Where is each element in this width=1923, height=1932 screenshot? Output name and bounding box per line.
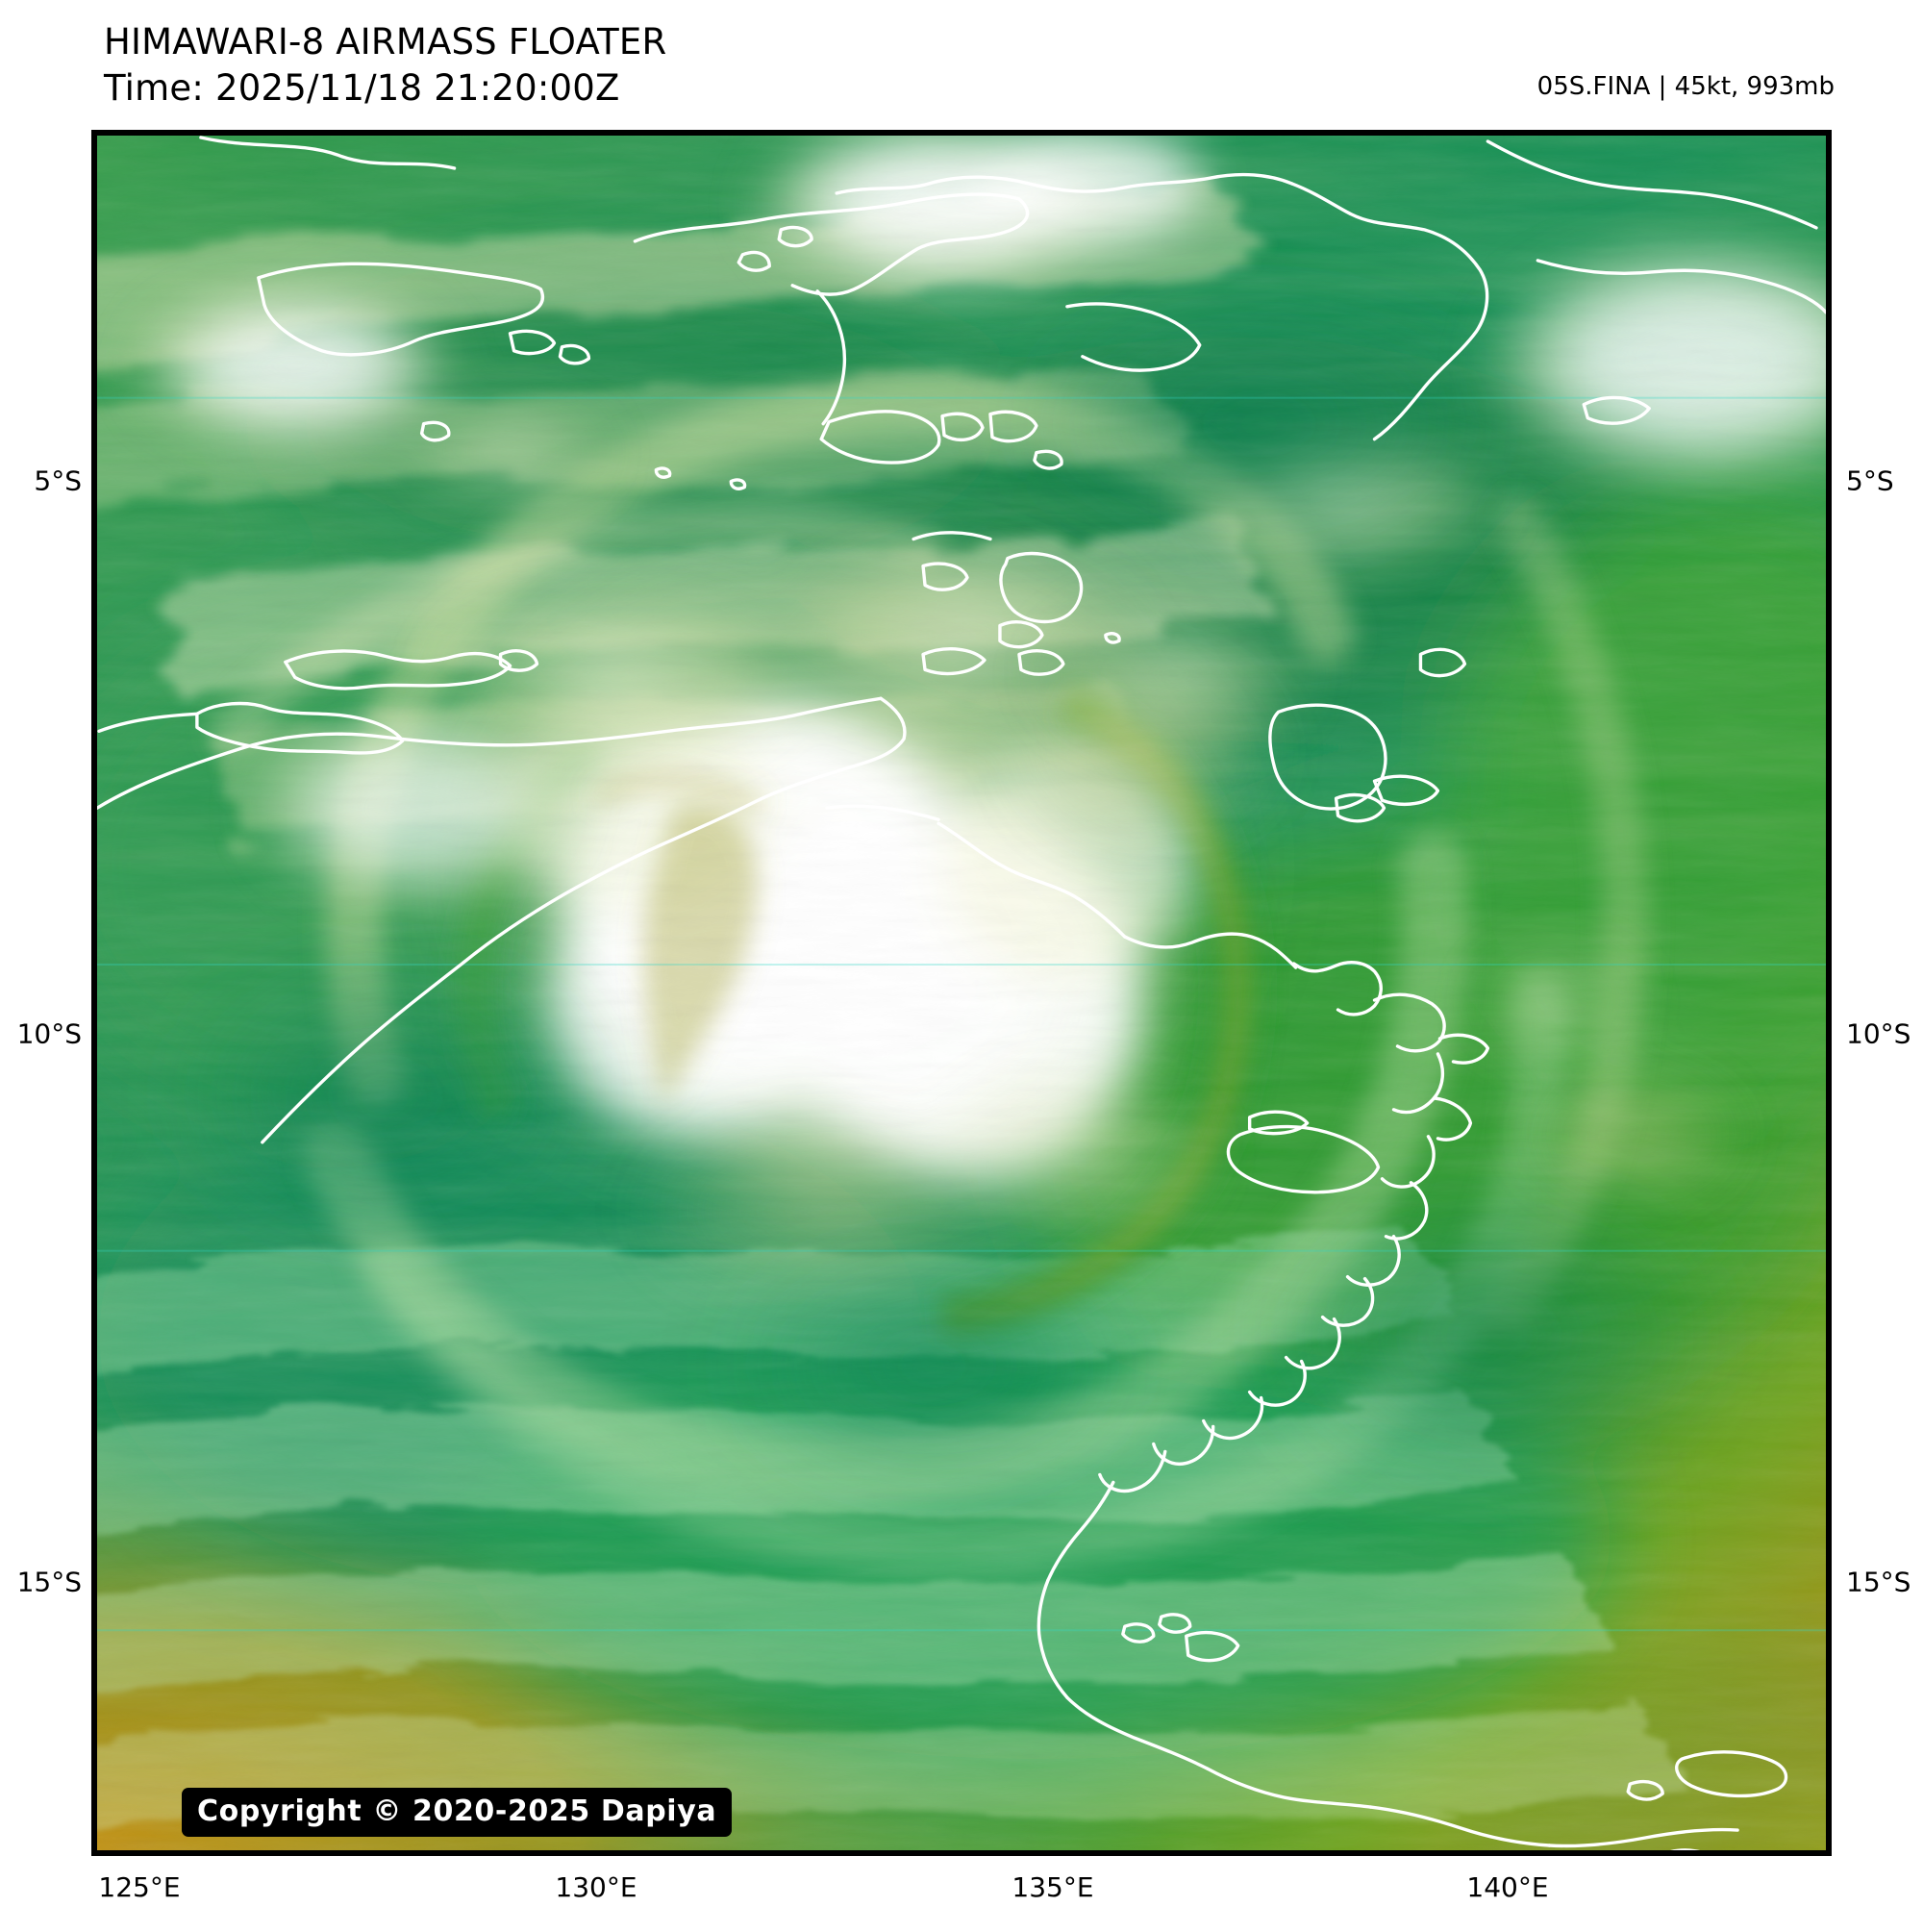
page-title: HIMAWARI-8 AIRMASS FLOATER	[104, 21, 667, 63]
lat-tick-right-0: 5°S	[1846, 464, 1894, 497]
satellite-image-panel[interactable]: Copyright © 2020-2025 Dapiya	[91, 130, 1832, 1856]
lon-tick-3: 140°E	[1466, 1871, 1549, 1903]
lon-tick-2: 135°E	[1011, 1871, 1094, 1903]
lat-tick-left-0: 5°S	[34, 464, 82, 497]
coastline-overlay	[97, 136, 1826, 1850]
airmass-rgb-raster	[97, 136, 1826, 1850]
lat-tick-right-1: 10°S	[1846, 1017, 1911, 1050]
copyright-banner: Copyright © 2020-2025 Dapiya	[182, 1788, 733, 1837]
lon-tick-1: 130°E	[555, 1871, 637, 1903]
header: HIMAWARI-8 AIRMASS FLOATER Time: 2025/11…	[0, 0, 1923, 130]
lat-tick-left-2: 15°S	[16, 1566, 82, 1598]
timestamp-label: Time: 2025/11/18 21:20:00Z	[104, 67, 620, 109]
storm-info-label: 05S.FINA | 45kt, 993mb	[1536, 72, 1835, 101]
lat-tick-right-2: 15°S	[1846, 1566, 1911, 1598]
lat-tick-left-1: 10°S	[16, 1017, 82, 1050]
lon-tick-0: 125°E	[98, 1871, 181, 1903]
sensor-grain	[97, 136, 1826, 1850]
